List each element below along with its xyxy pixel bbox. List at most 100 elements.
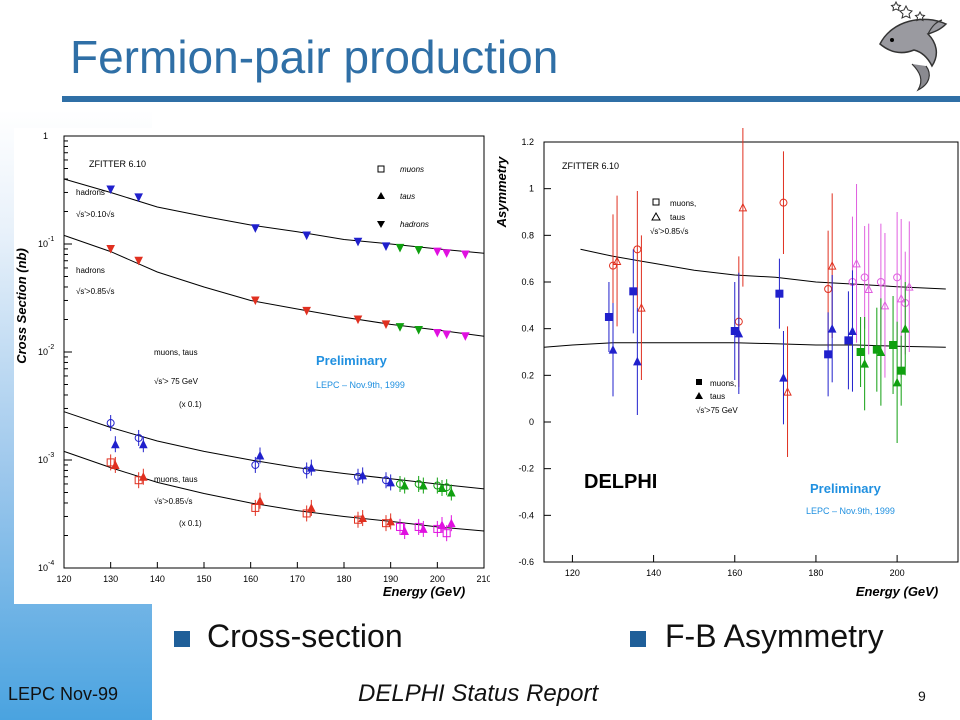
theory-curve	[580, 248, 946, 290]
annotation-cut-085b: √s'>0.85√s	[154, 497, 193, 506]
data-point	[447, 487, 456, 497]
x-tick-label: 180	[336, 574, 351, 584]
data-point	[111, 460, 120, 469]
data-point	[358, 470, 367, 480]
legend-taus-marker	[377, 192, 385, 199]
data-point	[637, 303, 646, 312]
data-point	[386, 477, 395, 487]
data-point	[255, 496, 265, 505]
asymmetry-legend: muons, taus √s'>0.85√s muons, taus √s'>7…	[650, 198, 738, 415]
data-point	[433, 247, 442, 257]
legend-cut-75: √s'>75 GeV	[696, 406, 738, 415]
data-point	[353, 315, 363, 325]
data-point	[447, 518, 456, 528]
data-point	[852, 258, 861, 268]
annotation-cut-010: √s'>0.10√s	[76, 210, 115, 219]
asymmetry-theory-curves	[543, 248, 946, 348]
annotation-cut-085: √s'>0.85√s	[76, 287, 115, 296]
theory-curve	[543, 342, 946, 348]
theory-curve	[63, 234, 485, 337]
cross-section-preliminary-date: LEPC – Nov.9th, 1999	[316, 380, 405, 390]
data-point	[892, 377, 902, 387]
cross-section-chart-panel: 120 130 140 150 160 170 180 190 200 210 1 10 -1 10 -2 1…	[14, 128, 492, 604]
data-point	[400, 526, 409, 536]
cross-section-frame	[63, 135, 485, 569]
data-point	[111, 439, 120, 449]
annotation-scale-1: (x 0.1)	[179, 400, 202, 409]
y-tick-exponent: -1	[48, 236, 54, 243]
data-point	[419, 524, 428, 533]
data-point	[876, 347, 886, 356]
data-point	[381, 320, 391, 330]
data-point	[395, 243, 405, 253]
data-point	[876, 278, 885, 286]
data-point	[775, 289, 784, 298]
data-point	[461, 250, 470, 260]
data-point	[251, 296, 260, 306]
legend-filled-triangle-marker	[695, 392, 703, 399]
y-tick-label: 10	[38, 563, 48, 573]
slide-title: Fermion-pair production	[70, 31, 559, 83]
data-point	[251, 503, 260, 512]
data-point	[608, 345, 618, 354]
data-point	[860, 273, 869, 282]
data-point	[779, 198, 788, 207]
data-point	[612, 256, 622, 265]
data-point	[827, 261, 837, 270]
legend-cut-085: √s'>0.85√s	[650, 227, 689, 236]
annotation-hadrons-2: hadrons	[76, 266, 105, 275]
asymmetry-axes: 120 140 160 180 200 -0.6 -0.4 -0.2 0 0.2 0.4 0.6 0.8…	[518, 137, 959, 578]
data-point	[609, 261, 617, 270]
y-tick-exponent: -3	[48, 452, 54, 459]
data-point	[433, 481, 442, 490]
x-tick-label: 120	[565, 568, 580, 578]
y-tick-label: 1	[43, 131, 48, 141]
data-point	[255, 450, 265, 460]
data-point	[783, 387, 792, 396]
data-point	[302, 231, 311, 241]
data-point	[633, 245, 642, 254]
data-point	[896, 293, 906, 303]
x-tick-label: 200	[890, 568, 905, 578]
legend-taus-085: taus	[670, 213, 685, 222]
data-point	[442, 330, 451, 340]
data-point	[419, 480, 428, 490]
data-point	[437, 483, 447, 493]
data-point	[900, 324, 910, 333]
data-point	[400, 480, 409, 490]
legend-open-square-marker	[652, 198, 660, 206]
legend-muons: muons	[400, 165, 424, 174]
legend-muons-75: muons,	[710, 379, 736, 388]
asymmetry-xlabel: Energy (GeV)	[856, 584, 938, 599]
x-tick-label: 120	[56, 574, 71, 584]
data-point	[442, 529, 451, 538]
delphi-label: DELPHI	[584, 471, 657, 493]
cross-section-preliminary: Preliminary	[316, 353, 388, 368]
data-point	[134, 193, 143, 203]
asymmetry-title: ZFITTER 6.10	[562, 161, 619, 171]
legend-hadrons: hadrons	[400, 220, 429, 229]
y-tick-label: -0.6	[518, 557, 534, 567]
data-point	[307, 463, 316, 472]
dolphin-logo-icon	[879, 0, 948, 92]
legend-taus-75: taus	[710, 392, 725, 401]
legend-taus: taus	[400, 192, 415, 201]
data-point	[897, 366, 906, 375]
annotation-muons-taus-1: muons, taus	[154, 348, 198, 357]
annotation-scale-2: (x 0.1)	[179, 519, 202, 528]
cross-section-theory-curves	[63, 178, 485, 532]
theory-curve	[63, 450, 485, 532]
data-point	[395, 323, 405, 332]
y-tick-label: 1	[529, 184, 534, 194]
cross-section-legend: muons taus hadrons	[377, 165, 429, 229]
data-point	[844, 336, 853, 345]
data-point	[106, 419, 115, 428]
legend-open-triangle-marker	[651, 211, 661, 221]
y-tick-label: 0.8	[521, 230, 534, 240]
asymmetry-points	[604, 127, 914, 457]
legend-muons-marker	[377, 165, 385, 173]
footer-report-title: DELPHI Status Report	[358, 680, 599, 707]
asymmetry-ylabel: Asymmetry	[494, 156, 509, 229]
x-tick-label: 190	[383, 574, 398, 584]
data-point	[442, 249, 451, 258]
